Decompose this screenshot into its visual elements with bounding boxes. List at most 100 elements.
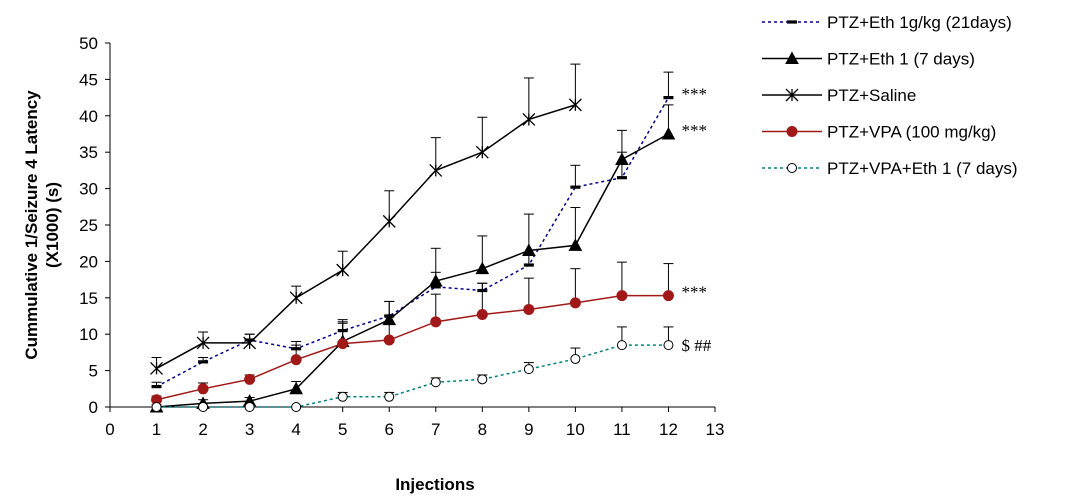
data-point-dash xyxy=(616,176,627,180)
data-point-triangle xyxy=(475,261,490,275)
series-line xyxy=(156,104,576,370)
data-point-open-circle xyxy=(384,391,395,402)
x-tick-label: 6 xyxy=(384,420,393,439)
legend-label: PTZ+VPA+Eth 1 (7 days) xyxy=(827,159,1018,178)
data-point-circle xyxy=(337,338,349,350)
data-point-dash xyxy=(198,360,209,364)
data-point-asterisk xyxy=(475,145,489,159)
data-point-asterisk xyxy=(429,163,443,177)
y-tick-label: 40 xyxy=(79,107,98,126)
series-5 xyxy=(151,326,674,412)
data-point-asterisk xyxy=(289,291,303,305)
data-point-asterisk xyxy=(382,214,396,228)
data-point-circle xyxy=(476,309,488,321)
x-tick-label: 13 xyxy=(706,420,725,439)
data-point-circle xyxy=(786,126,798,137)
data-point-dash xyxy=(151,385,162,389)
data-point-circle xyxy=(383,334,395,346)
significance-label: *** xyxy=(681,85,707,104)
data-point-open-circle xyxy=(244,402,255,412)
data-point-asterisk xyxy=(522,112,536,126)
series-4 xyxy=(151,261,674,406)
data-point-asterisk xyxy=(568,98,582,112)
data-point-dash xyxy=(787,20,797,24)
data-point-circle xyxy=(569,297,581,309)
legend-item: PTZ+VPA+Eth 1 (7 days) xyxy=(762,159,1018,178)
data-point-dash xyxy=(523,263,534,267)
data-point-asterisk xyxy=(785,88,799,102)
series-line xyxy=(156,344,669,408)
x-tick-label: 11 xyxy=(613,420,631,439)
y-tick-label: 15 xyxy=(79,289,98,308)
x-tick-label: 9 xyxy=(524,420,533,439)
data-point-open-circle xyxy=(787,163,797,173)
legend-item: PTZ+Eth 1g/kg (21days) xyxy=(762,13,1012,32)
y-tick-label: 45 xyxy=(79,70,98,89)
x-tick-label: 8 xyxy=(478,420,487,439)
x-tick-label: 7 xyxy=(431,420,440,439)
legend-label: PTZ+Eth 1 (7 days) xyxy=(827,50,975,69)
data-point-triangle xyxy=(289,381,303,395)
x-axis-title: Injections xyxy=(395,475,474,494)
y-axis-title-line1: Cummulative 1/Seizure 4 Latency xyxy=(22,90,41,360)
data-point-open-circle xyxy=(523,364,534,375)
y-axis-title-line2: (X1000) (s) xyxy=(43,182,62,268)
x-tick-label: 2 xyxy=(198,420,207,439)
data-point-circle xyxy=(244,373,256,385)
y-tick-label: 20 xyxy=(79,252,98,271)
data-point-asterisk xyxy=(196,336,210,350)
data-point-triangle xyxy=(615,152,629,165)
data-point-triangle xyxy=(661,126,676,140)
plot-area xyxy=(149,63,676,413)
data-point-open-circle xyxy=(291,402,302,412)
x-tick-label: 10 xyxy=(566,420,585,439)
data-point-open-circle xyxy=(477,374,488,385)
series-line xyxy=(156,294,669,401)
x-tick-label: 1 xyxy=(152,420,161,439)
x-tick-label: 12 xyxy=(659,420,678,439)
y-tick-label: 5 xyxy=(89,362,98,381)
data-point-circle xyxy=(523,303,535,315)
series-line xyxy=(156,133,669,408)
data-point-open-circle xyxy=(151,402,162,412)
legend-label: PTZ+Eth 1g/kg (21days) xyxy=(827,13,1012,32)
data-point-open-circle xyxy=(198,402,209,412)
x-tick-label: 0 xyxy=(105,420,114,439)
data-point-circle xyxy=(616,290,628,302)
data-point-open-circle xyxy=(570,353,581,364)
significance-label: *** xyxy=(681,121,707,140)
significance-label: *** xyxy=(681,283,707,302)
series-3 xyxy=(150,63,582,375)
data-point-circle xyxy=(197,383,209,395)
data-point-circle xyxy=(290,354,302,366)
data-point-open-circle xyxy=(663,340,674,351)
legend-label: PTZ+Saline xyxy=(827,86,916,105)
data-point-open-circle xyxy=(616,340,627,351)
data-point-dash xyxy=(430,285,441,289)
x-tick-label: 4 xyxy=(291,420,300,439)
x-tick-label: 3 xyxy=(245,420,254,439)
legend: PTZ+Eth 1g/kg (21days) PTZ+Eth 1 (7 days)… xyxy=(762,13,1018,178)
y-tick-label: 35 xyxy=(79,143,98,162)
significance-label: $ ## xyxy=(681,336,711,355)
legend-item: PTZ+VPA (100 mg/kg) xyxy=(762,123,996,142)
data-point-triangle xyxy=(568,238,583,251)
y-tick-label: 50 xyxy=(79,34,98,53)
data-point-asterisk xyxy=(243,336,257,350)
data-point-dash xyxy=(570,185,581,189)
y-tick-label: 25 xyxy=(79,216,98,235)
series-line xyxy=(156,97,670,388)
y-tick-label: 30 xyxy=(79,180,98,199)
data-point-triangle xyxy=(785,51,799,64)
series-1 xyxy=(151,71,674,389)
data-point-open-circle xyxy=(430,377,441,388)
legend-label: PTZ+VPA (100 mg/kg) xyxy=(827,123,996,142)
x-tick-label: 5 xyxy=(338,420,347,439)
data-point-asterisk xyxy=(150,361,163,375)
data-point-circle xyxy=(662,290,674,302)
series-2 xyxy=(149,104,676,413)
y-tick-label: 10 xyxy=(79,325,98,344)
annotations: *** *** *** $ ## xyxy=(681,85,711,356)
